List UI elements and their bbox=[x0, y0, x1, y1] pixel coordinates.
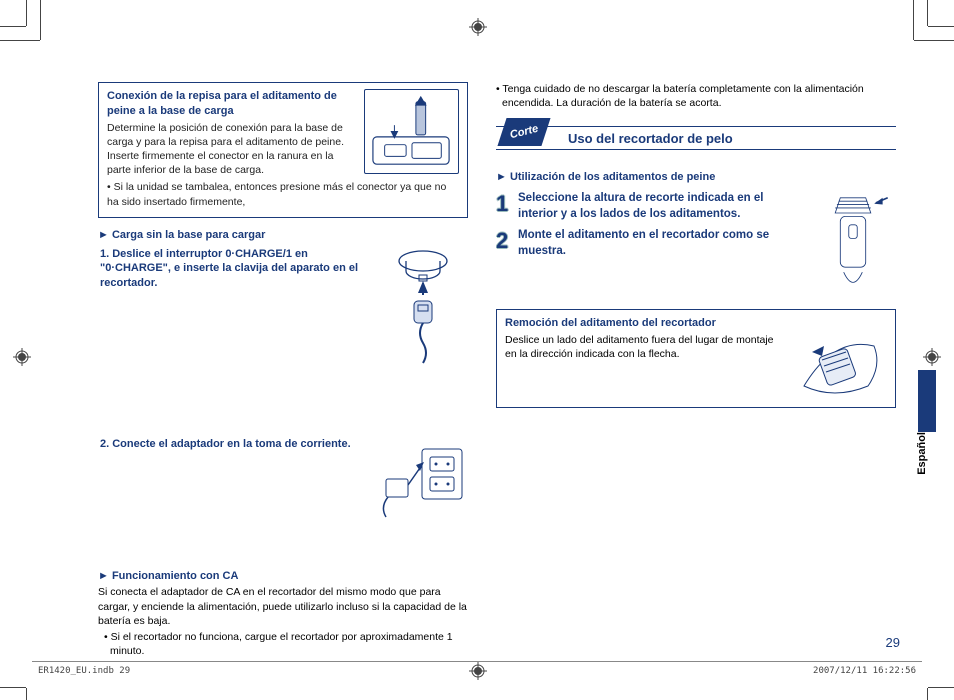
crop-mark bbox=[914, 40, 954, 41]
language-tab bbox=[918, 370, 936, 432]
footer-timestamp: 2007/12/11 16:22:56 bbox=[813, 666, 916, 676]
box-bullet: • Si la unidad se tambalea, entonces pre… bbox=[107, 180, 459, 208]
ac-bullet: • Si el recortador no funciona, cargue e… bbox=[104, 630, 468, 658]
big-step-2: 2 Monte el aditamento en el recortador c… bbox=[496, 228, 802, 259]
ac-heading: ► Funcionamiento con CA bbox=[98, 569, 468, 584]
section-header: Corte Uso del recortador de pelo bbox=[496, 120, 896, 156]
crop-mark bbox=[927, 688, 928, 700]
connection-illustration bbox=[364, 89, 459, 174]
crop-mark bbox=[0, 687, 26, 688]
removal-box: Remoción del aditamento del recortador D… bbox=[496, 309, 896, 408]
footer-rule bbox=[32, 661, 922, 662]
footer-filename: ER1420_EU.indb 29 bbox=[38, 666, 130, 676]
content-area: Conexión de la repisa para el aditamento… bbox=[98, 82, 898, 622]
step-number-2: 2 bbox=[496, 230, 518, 259]
trimmer-illustration bbox=[810, 191, 896, 301]
ac-body: Si conecta el adaptador de CA en el reco… bbox=[98, 585, 468, 628]
steps-block: 1 Seleccione la altura de recorte indica… bbox=[496, 191, 896, 301]
section-ribbon: Corte bbox=[497, 118, 550, 146]
step-number-1: 1 bbox=[496, 193, 518, 222]
registration-mark-icon bbox=[469, 662, 487, 680]
outlet-illustration bbox=[368, 435, 468, 525]
step-2-row: 2. Conecte el adaptador en la toma de co… bbox=[98, 435, 468, 525]
section-title: Uso del recortador de pelo bbox=[568, 130, 733, 148]
crop-mark bbox=[0, 40, 40, 41]
page-number: 29 bbox=[886, 635, 900, 650]
left-column: Conexión de la repisa para el aditamento… bbox=[98, 82, 468, 622]
removal-illustration bbox=[792, 316, 887, 401]
crop-mark bbox=[928, 687, 954, 688]
registration-mark-icon bbox=[13, 348, 31, 366]
big-step-1: 1 Seleccione la altura de recorte indica… bbox=[496, 191, 802, 222]
registration-mark-icon bbox=[469, 18, 487, 36]
crop-mark bbox=[26, 688, 27, 700]
big-step-1-text: Seleccione la altura de recorte indicada… bbox=[518, 191, 802, 222]
crop-mark bbox=[928, 26, 954, 27]
crop-mark bbox=[40, 0, 41, 40]
manual-page: Conexión de la repisa para el aditamento… bbox=[0, 0, 954, 700]
language-label: Español bbox=[916, 432, 928, 475]
ribbon-label: Corte bbox=[508, 122, 539, 143]
registration-mark-icon bbox=[923, 348, 941, 366]
step-1-row: 1. Deslice el interruptor 0·CHARGE/1 en … bbox=[98, 245, 468, 375]
attachments-heading: ► Utilización de los aditamentos de pein… bbox=[496, 170, 896, 185]
plug-illustration bbox=[378, 245, 468, 375]
crop-mark bbox=[26, 0, 27, 26]
crop-mark bbox=[913, 0, 914, 40]
big-step-2-text: Monte el aditamento en el recortador com… bbox=[518, 228, 802, 259]
battery-note: • Tenga cuidado de no descargar la bater… bbox=[496, 82, 896, 110]
connection-box: Conexión de la repisa para el aditamento… bbox=[98, 82, 468, 218]
crop-mark bbox=[927, 0, 928, 26]
charge-heading: ► Carga sin la base para cargar bbox=[98, 228, 468, 243]
crop-mark bbox=[0, 26, 26, 27]
right-column: • Tenga cuidado de no descargar la bater… bbox=[496, 82, 896, 622]
